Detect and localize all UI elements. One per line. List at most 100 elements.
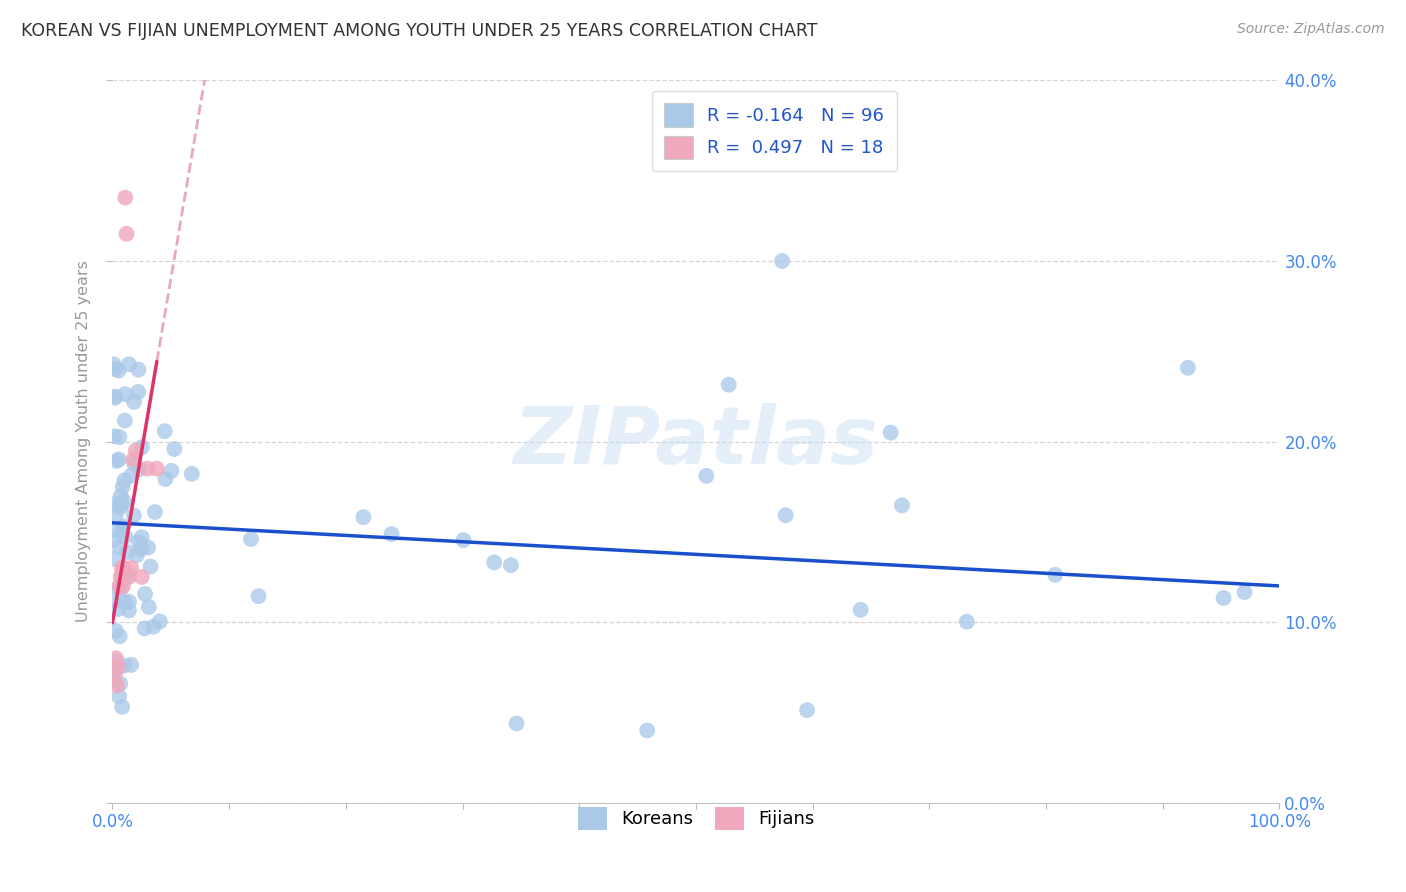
- Point: [775, 508, 797, 523]
- Point: [127, 362, 149, 376]
- Point: [114, 191, 136, 205]
- Point: [115, 227, 138, 241]
- Legend: Koreans, Fijians: Koreans, Fijians: [571, 799, 821, 837]
- Point: [110, 677, 132, 691]
- Point: [112, 658, 135, 673]
- Point: [111, 579, 134, 593]
- Point: [240, 532, 263, 546]
- Point: [104, 624, 127, 638]
- Point: [118, 567, 141, 582]
- Point: [122, 508, 145, 523]
- Point: [131, 541, 153, 556]
- Text: Source: ZipAtlas.com: Source: ZipAtlas.com: [1237, 22, 1385, 37]
- Point: [142, 620, 165, 634]
- Point: [118, 603, 141, 617]
- Point: [849, 603, 872, 617]
- Point: [143, 505, 166, 519]
- Point: [104, 389, 127, 403]
- Point: [110, 496, 132, 510]
- Point: [114, 387, 136, 401]
- Point: [891, 499, 914, 513]
- Point: [717, 377, 740, 392]
- Point: [112, 474, 135, 488]
- Point: [160, 464, 183, 478]
- Point: [1177, 360, 1199, 375]
- Point: [111, 561, 134, 575]
- Point: [120, 561, 142, 575]
- Point: [380, 527, 402, 541]
- Point: [103, 429, 125, 443]
- Point: [796, 703, 818, 717]
- Point: [146, 461, 169, 475]
- Point: [110, 497, 132, 511]
- Point: [636, 723, 658, 738]
- Point: [110, 570, 132, 584]
- Point: [105, 678, 128, 692]
- Point: [108, 452, 131, 467]
- Point: [112, 561, 135, 575]
- Point: [103, 593, 125, 607]
- Point: [118, 570, 141, 584]
- Point: [1212, 591, 1234, 605]
- Point: [128, 534, 150, 549]
- Point: [103, 661, 125, 675]
- Point: [155, 472, 177, 486]
- Point: [163, 442, 186, 456]
- Point: [111, 699, 134, 714]
- Point: [111, 480, 134, 494]
- Point: [136, 461, 159, 475]
- Point: [122, 452, 145, 467]
- Point: [695, 468, 717, 483]
- Point: [120, 657, 142, 672]
- Point: [112, 567, 135, 582]
- Point: [108, 540, 131, 554]
- Point: [453, 533, 475, 547]
- Point: [122, 457, 145, 471]
- Point: [139, 559, 162, 574]
- Point: [247, 589, 270, 603]
- Point: [104, 669, 127, 683]
- Point: [134, 621, 156, 635]
- Point: [125, 549, 148, 563]
- Point: [352, 510, 374, 524]
- Point: [879, 425, 901, 440]
- Point: [107, 581, 129, 595]
- Point: [108, 579, 131, 593]
- Point: [105, 454, 128, 468]
- Point: [131, 440, 153, 454]
- Point: [136, 541, 159, 555]
- Point: [114, 596, 136, 610]
- Point: [103, 551, 125, 566]
- Point: [112, 519, 135, 533]
- Point: [104, 654, 127, 668]
- Point: [127, 384, 149, 399]
- Point: [108, 430, 131, 444]
- Point: [131, 570, 153, 584]
- Point: [111, 567, 134, 582]
- Point: [482, 555, 505, 569]
- Point: [118, 357, 141, 371]
- Point: [1045, 567, 1067, 582]
- Point: [107, 660, 129, 674]
- Point: [125, 443, 148, 458]
- Point: [104, 391, 127, 405]
- Point: [153, 424, 176, 438]
- Point: [103, 357, 125, 371]
- Point: [110, 489, 132, 503]
- Point: [104, 362, 127, 376]
- Point: [129, 462, 152, 476]
- Point: [114, 529, 136, 543]
- Point: [138, 600, 160, 615]
- Point: [104, 508, 127, 523]
- Point: [120, 468, 142, 483]
- Point: [117, 545, 139, 559]
- Point: [108, 629, 131, 643]
- Point: [149, 615, 172, 629]
- Point: [104, 497, 127, 511]
- Point: [505, 716, 527, 731]
- Point: [118, 595, 141, 609]
- Point: [180, 467, 202, 481]
- Point: [104, 651, 127, 665]
- Point: [770, 254, 793, 268]
- Point: [131, 530, 153, 544]
